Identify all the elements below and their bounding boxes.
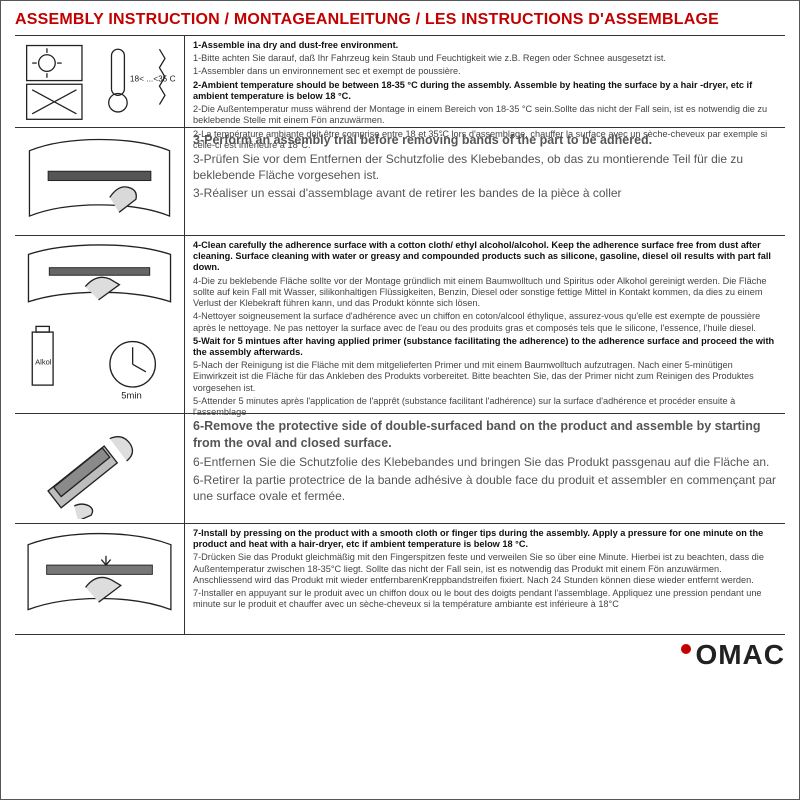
step-row: 3-Perform an assembly trial before remov… (15, 127, 785, 235)
step-row: 7-Install by pressing on the product wit… (15, 523, 785, 635)
step-lead: 1-Assemble ina dry and dust-free environ… (193, 40, 777, 51)
step-line: 3-Prüfen Sie vor dem Entfernen der Schut… (193, 151, 777, 183)
step-illustration: Alkol 5min (15, 236, 185, 413)
step-lead: 7-Install by pressing on the product wit… (193, 528, 777, 550)
logo-dot-icon (681, 644, 691, 654)
step-line: 1-Assembler dans un environnement sec et… (193, 66, 777, 77)
step-row: 18< ...<35 C 1-Assemble ina dry and dust… (15, 35, 785, 127)
step-line: 6-Entfernen Sie die Schutzfolie des Kleb… (193, 454, 777, 470)
step-lead: 2-Ambient temperature should be between … (193, 80, 777, 102)
step-line: 2-Die Außentemperatur muss während der M… (193, 104, 777, 126)
page-title: ASSEMBLY INSTRUCTION / MONTAGEANLEITUNG … (15, 11, 785, 29)
step-lead: 4-Clean carefully the adherence surface … (193, 240, 777, 274)
step-line: 5-Nach der Reinigung ist die Fläche mit … (193, 360, 777, 394)
step-illustration (15, 128, 185, 235)
step-lead: 3-Perform an assembly trial before remov… (193, 132, 777, 149)
step-line: 1-Bitte achten Sie darauf, daß Ihr Fahrz… (193, 53, 777, 64)
step-line: 6-Retirer la partie protectrice de la ba… (193, 472, 777, 504)
instruction-sheet: ASSEMBLY INSTRUCTION / MONTAGEANLEITUNG … (0, 0, 800, 800)
step-line: 3-Réaliser un essai d'assemblage avant d… (193, 185, 777, 201)
step-row: 6-Remove the protective side of double-s… (15, 413, 785, 523)
step-lead: 5-Wait for 5 mintues after having applie… (193, 336, 777, 358)
svg-text:Alkol: Alkol (35, 357, 52, 366)
step-illustration (15, 524, 185, 634)
step-illustration: 18< ...<35 C (15, 36, 185, 127)
svg-text:18< ...<35 C: 18< ...<35 C (130, 74, 176, 84)
step-line: 4-Nettoyer soigneusement la surface d'ad… (193, 311, 777, 333)
step-text: 7-Install by pressing on the product wit… (185, 524, 785, 634)
step-text: 6-Remove the protective side of double-s… (185, 414, 785, 523)
step-row: Alkol 5min 4-Clean carefully the adheren… (15, 235, 785, 413)
step-text: 1-Assemble ina dry and dust-free environ… (185, 36, 785, 127)
step-text: 4-Clean carefully the adherence surface … (185, 236, 785, 413)
step-line: 7-Installer en appuyant sur le produit a… (193, 588, 777, 610)
logo-text: OMAC (695, 639, 785, 671)
step-line: 4-Die zu beklebende Fläche sollte vor de… (193, 276, 777, 310)
step-lead: 6-Remove the protective side of double-s… (193, 418, 777, 452)
step-line: 7-Drücken Sie das Produkt gleichmäßig mi… (193, 552, 777, 586)
svg-text:5min: 5min (121, 390, 142, 401)
brand-logo: OMAC (681, 639, 785, 671)
step-illustration (15, 414, 185, 523)
step-text: 3-Perform an assembly trial before remov… (185, 128, 785, 235)
footer: OMAC (15, 635, 785, 671)
